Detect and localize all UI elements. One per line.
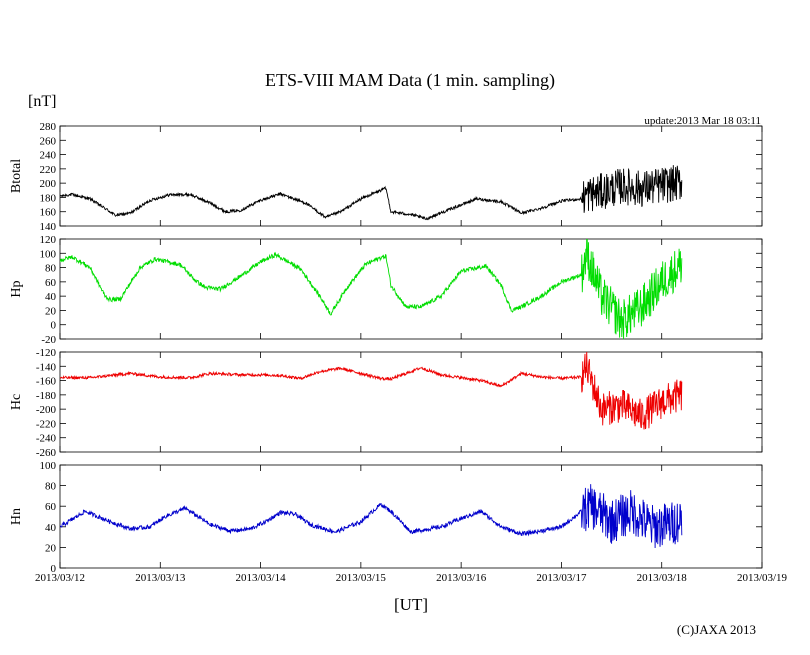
y-tick-label: 240 xyxy=(40,150,57,162)
y-tick-label: -180 xyxy=(36,390,57,402)
y-tick-label: 0 xyxy=(51,563,57,575)
y-tick-label: 260 xyxy=(40,135,57,147)
y-tick-label: 100 xyxy=(40,248,57,260)
y-tick-label: 200 xyxy=(40,178,57,190)
x-tick-label: 2013/03/14 xyxy=(236,572,287,584)
panel-hc: -260 -240 -220 -200 -180 -160 -140 -120 Hc xyxy=(9,347,763,459)
panel-label: Hn xyxy=(9,508,24,525)
panel-frame xyxy=(59,125,763,227)
panel-label: Hp xyxy=(9,280,24,297)
y-tick-label: -160 xyxy=(36,376,57,388)
panel-frame xyxy=(59,238,763,340)
x-tick-label: 2013/03/12 xyxy=(35,572,85,584)
y-tick-label: 20 xyxy=(45,305,57,317)
x-tick-label: 2013/03/18 xyxy=(637,572,688,584)
y-tick-label: -200 xyxy=(36,404,57,416)
series-line-btotal xyxy=(60,165,683,221)
series-line-hp xyxy=(60,239,683,339)
x-axis: 2013/03/12 2013/03/13 2013/03/14 2013/03/15… xyxy=(35,572,788,584)
y-tick-label: 220 xyxy=(40,164,57,176)
y-tick-label: -220 xyxy=(36,418,57,430)
panel-label: Btotal xyxy=(9,159,24,193)
panel-frame xyxy=(59,464,763,569)
y-tick-label: 140 xyxy=(40,221,57,233)
panels-group: 140160180200220240260280Btotal-200204060… xyxy=(9,121,763,575)
y-tick-label: 40 xyxy=(45,291,57,303)
panel-btotal: 140 160 180 200 220 240 260 280 Btotal xyxy=(9,121,763,233)
panel-label: Hc xyxy=(9,394,24,410)
y-tick-label: -260 xyxy=(36,447,57,459)
series-line-hc xyxy=(60,352,683,430)
y-tick-label: 60 xyxy=(45,277,57,289)
y-tick-label: 160 xyxy=(40,207,57,219)
chart-title: ETS-VIII MAM Data (1 min. sampling) xyxy=(265,70,555,91)
y-tick-label: 80 xyxy=(45,481,57,493)
x-tick-label: 2013/03/15 xyxy=(336,572,387,584)
x-axis-label: [UT] xyxy=(394,595,428,614)
y-tick-label: -140 xyxy=(36,361,57,373)
y-tick-label: 80 xyxy=(45,263,57,275)
y-tick-label: 120 xyxy=(40,234,57,246)
unit-label: [nT] xyxy=(28,93,56,110)
y-tick-label: 100 xyxy=(40,460,57,472)
copyright: (C)JAXA 2013 xyxy=(677,622,756,637)
panel-hn: 0 20 40 60 80 100 Hn xyxy=(9,460,763,575)
y-tick-label: 20 xyxy=(45,542,57,554)
x-tick-label: 2013/03/13 xyxy=(135,572,186,584)
y-tick-label: -240 xyxy=(36,433,57,445)
series-line-hn xyxy=(60,484,683,549)
x-tick-label: 2013/03/17 xyxy=(536,572,587,584)
y-tick-label: 180 xyxy=(40,192,57,204)
x-tick-label: 2013/03/16 xyxy=(436,572,487,584)
y-tick-label: -120 xyxy=(36,347,57,359)
y-tick-label: 60 xyxy=(45,501,57,513)
y-tick-label: 0 xyxy=(51,320,57,332)
y-tick-label: 280 xyxy=(40,121,57,133)
update-timestamp: update:2013 Mar 18 03:11 xyxy=(644,115,761,127)
panel-hp: -20 0 20 40 60 80 100 120 Hp xyxy=(9,234,763,346)
panel-frame xyxy=(59,351,763,453)
y-tick-label: 40 xyxy=(45,522,57,534)
x-tick-label: 2013/03/19 xyxy=(737,572,788,584)
y-tick-label: -20 xyxy=(41,334,56,346)
